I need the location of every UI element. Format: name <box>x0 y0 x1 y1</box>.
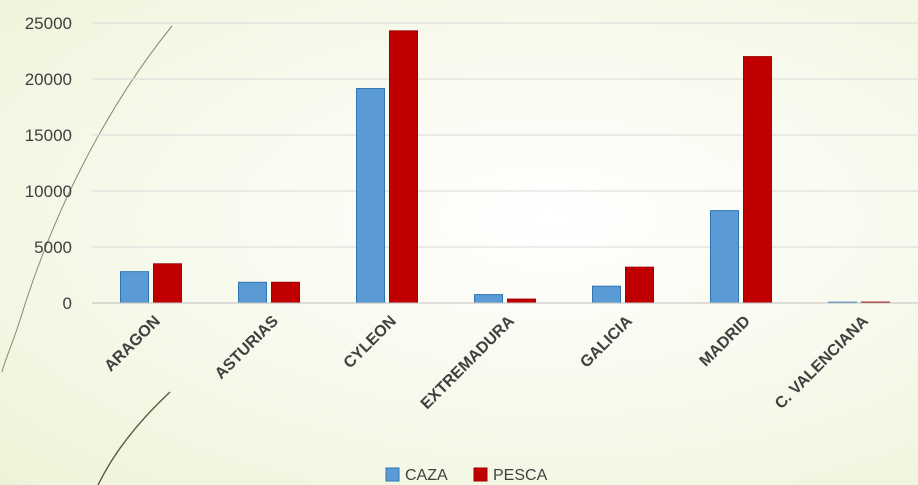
x-axis-labels: ARAGON ASTURIAS CYLEON EXTREMADURA GALICIA MA… <box>102 312 873 412</box>
y-axis-ticks: 0 5000 10000 15000 20000 25000 <box>25 14 72 313</box>
bar-caza-extremadura <box>474 294 503 304</box>
bar-pesca-madrid <box>743 56 772 304</box>
x-category-label: ASTURIAS <box>212 313 282 383</box>
bar-pesca-aragon <box>153 263 182 304</box>
bar-caza-madrid <box>710 210 739 304</box>
x-category-label: GALICIA <box>577 312 636 371</box>
legend-label-caza: CAZA <box>405 467 448 484</box>
legend: CAZA PESCA <box>385 467 548 484</box>
x-category-label: MADRID <box>697 313 754 370</box>
legend-swatch-pesca <box>473 467 488 482</box>
y-tick-label: 10000 <box>25 182 72 201</box>
bar-caza-cyleon <box>356 88 385 304</box>
decorative-curve-bottom <box>97 391 171 485</box>
x-category-label: ARAGON <box>102 313 164 375</box>
bar-pesca-asturias <box>271 281 300 304</box>
y-tick-label: 5000 <box>34 238 72 257</box>
x-category-label: CYLEON <box>341 313 400 372</box>
bar-caza-asturias <box>238 281 267 304</box>
bar-caza-galicia <box>592 285 621 304</box>
bar-pesca-cyleon <box>389 30 418 304</box>
x-category-label: C. VALENCIANA <box>772 312 872 412</box>
y-tick-label: 25000 <box>25 14 72 33</box>
decorative-curve-top <box>1 25 173 373</box>
bar-pesca-galicia <box>625 266 654 304</box>
bars <box>120 30 890 304</box>
x-category-label: EXTREMADURA <box>418 312 518 412</box>
y-tick-label: 20000 <box>25 70 72 89</box>
bar-pesca-extremadura <box>507 298 536 304</box>
y-tick-label: 0 <box>63 294 72 313</box>
gridlines <box>92 22 918 248</box>
legend-label-pesca: PESCA <box>493 467 548 484</box>
y-tick-label: 15000 <box>25 126 72 145</box>
legend-swatch-caza <box>385 467 400 482</box>
bar-caza-aragon <box>120 271 149 304</box>
